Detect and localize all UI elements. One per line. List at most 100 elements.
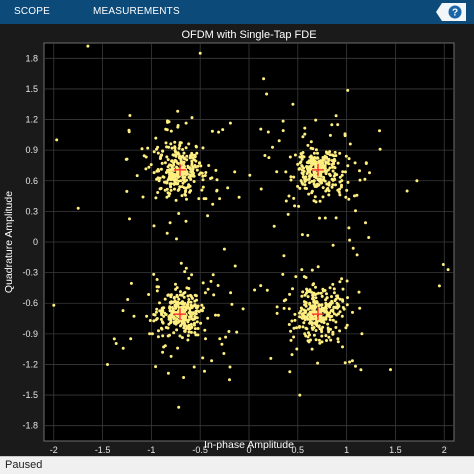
scatter-point <box>220 342 224 346</box>
scatter-point <box>335 301 339 305</box>
scatter-point <box>318 216 321 220</box>
scatter-point <box>170 146 174 150</box>
scatter-point <box>306 295 310 299</box>
scatter-point <box>210 359 214 363</box>
scatter-point <box>241 307 245 311</box>
scatter-point <box>289 329 293 333</box>
tab-scope[interactable]: SCOPE <box>14 6 51 17</box>
scatter-point <box>301 182 305 186</box>
scatter-point <box>328 305 332 309</box>
scatter-point <box>183 270 187 274</box>
scatter-point <box>168 305 172 309</box>
scatter-point <box>325 303 329 307</box>
x-tick-label: -1.5 <box>95 445 111 455</box>
scatter-point <box>298 311 301 315</box>
scatter-point <box>193 155 197 159</box>
scatter-point <box>173 146 177 150</box>
scatter-point <box>183 301 187 305</box>
scatter-point <box>174 154 178 158</box>
scatter-point <box>313 195 317 199</box>
scatter-point <box>52 303 56 307</box>
scatter-point <box>177 179 181 183</box>
scatter-point <box>318 327 322 331</box>
scatter-point <box>308 302 312 306</box>
scatter-point <box>301 290 305 294</box>
scatter-point <box>327 193 331 197</box>
scatter-point <box>173 149 177 152</box>
scatter-point <box>294 275 298 279</box>
scatter-point <box>338 280 342 284</box>
scatter-point <box>281 272 285 276</box>
scatter-point <box>182 151 186 155</box>
scatter-point <box>312 199 316 203</box>
scatter-point <box>186 334 190 338</box>
scatter-point <box>168 168 172 172</box>
scatter-point <box>166 326 170 330</box>
scatter-point <box>281 129 285 133</box>
scatter-point <box>202 197 206 201</box>
scatter-point <box>331 243 335 247</box>
scatter-point <box>334 297 338 301</box>
scatter-point <box>207 164 211 167</box>
scatter-point <box>259 284 263 288</box>
scatter-point <box>336 340 340 344</box>
scatter-point <box>310 290 314 294</box>
scatter-point <box>170 159 174 163</box>
scatter-point <box>290 353 294 357</box>
scatter-point <box>187 311 191 315</box>
scatter-point <box>304 178 308 182</box>
scatter-point <box>215 189 219 193</box>
scatter-point <box>263 154 267 157</box>
scatter-point <box>340 173 344 177</box>
scatter-point <box>287 194 291 198</box>
scatter-point <box>345 279 349 283</box>
scatter-point <box>169 188 173 192</box>
x-axis-label: In-phase Amplitude <box>204 439 294 451</box>
scatter-point <box>332 287 336 291</box>
scatter-point <box>314 148 318 152</box>
reference-marker <box>173 308 186 321</box>
scatter-point <box>145 314 149 318</box>
y-tick-label: 0.3 <box>25 206 38 216</box>
scatter-point <box>248 173 252 177</box>
scatter-point <box>301 175 305 179</box>
reference-marker <box>312 163 325 176</box>
scatter-point <box>164 141 168 145</box>
x-tick-label: 0 <box>246 445 251 455</box>
scatter-point <box>188 307 192 311</box>
scatter-point <box>189 300 193 304</box>
scatter-point <box>306 335 310 339</box>
scatter-point <box>203 369 206 373</box>
scatter-point <box>308 318 312 322</box>
x-tick-label: -2 <box>50 445 58 455</box>
scatter-point <box>165 181 169 185</box>
scatter-point <box>158 156 162 160</box>
scatter-point <box>204 171 208 174</box>
scatter-point <box>176 310 180 314</box>
scatter-point <box>166 371 170 375</box>
scatter-point <box>415 179 419 183</box>
scatter-point <box>228 365 232 369</box>
scatter-point <box>195 306 199 310</box>
scatter-point <box>179 261 183 265</box>
scatter-point <box>163 344 167 348</box>
scatter-point <box>321 325 325 329</box>
scatter-point <box>358 306 362 310</box>
scatter-point <box>162 314 166 318</box>
scatter-point <box>350 359 354 363</box>
scatter-point <box>292 335 296 339</box>
y-tick-label: -1.2 <box>22 359 38 369</box>
scatter-point <box>166 158 170 162</box>
scatter-point <box>297 204 301 208</box>
help-button[interactable]: ? <box>436 2 468 22</box>
scatter-point <box>160 320 164 324</box>
tab-measurements[interactable]: MEASUREMENTS <box>93 6 180 17</box>
scatter-point <box>189 170 193 174</box>
scatter-point <box>196 164 200 168</box>
scatter-point <box>332 174 336 178</box>
scatter-point <box>235 330 239 334</box>
scatter-point <box>152 150 156 154</box>
scatter-point <box>228 378 231 382</box>
scatter-point <box>271 145 274 149</box>
scatter-point <box>203 328 207 332</box>
